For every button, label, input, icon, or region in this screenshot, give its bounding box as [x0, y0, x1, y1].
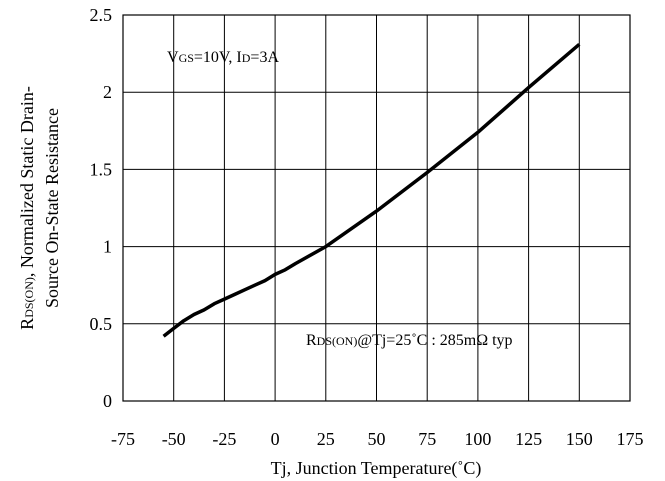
x-axis-label: Tj, Junction Temperature(˚C) — [271, 458, 482, 479]
series-line — [162, 42, 581, 338]
y-axis-label-r: R — [17, 318, 37, 330]
x-tick-label: 175 — [617, 429, 644, 449]
y-tick-label: 0 — [103, 391, 112, 411]
x-tick-label: -50 — [162, 429, 186, 449]
y-axis-label-line1: RDS(ON), Normalized Static Drain- — [17, 86, 37, 330]
x-tick-label: -75 — [111, 429, 135, 449]
series-layer — [162, 42, 581, 338]
y-axis-label-rest: , Normalized Static Drain- — [17, 86, 37, 277]
annotation-text: R — [306, 332, 317, 349]
y-tick-label: 1.5 — [90, 159, 113, 179]
annotation-text: =3A — [250, 49, 279, 66]
x-tick-label: -25 — [212, 429, 236, 449]
y-tick-labels: 0 0.5 1 1.5 2 2.5 — [90, 5, 113, 411]
x-tick-label: 75 — [418, 429, 436, 449]
y-tick-label: 1 — [103, 237, 112, 257]
annotation-text: @Tj=25˚C : 285mΩ typ — [357, 332, 512, 349]
x-tick-labels: -75 -50 -25 0 25 50 75 100 125 150 175 — [111, 429, 644, 449]
y-tick-label: 0.5 — [90, 314, 113, 334]
plot-frame — [122, 14, 631, 402]
annotation-rdson: RDS(ON)@Tj=25˚C : 285mΩ typ — [306, 332, 513, 349]
y-tick-label: 2 — [103, 82, 112, 102]
x-tick-label: 25 — [317, 429, 335, 449]
annotation-subscript: D — [242, 51, 251, 65]
x-tick-label: 150 — [566, 429, 593, 449]
x-tick-label: 100 — [464, 429, 491, 449]
y-axis-label-subscript: DS(ON) — [22, 277, 36, 318]
y-axis-label-line2: Source On-State Resistance — [42, 108, 62, 308]
annotation-text: V — [167, 49, 179, 66]
x-tick-label: 0 — [271, 429, 280, 449]
y-tick-label: 2.5 — [90, 5, 113, 25]
annotation-text: =10V, I — [194, 49, 242, 66]
x-tick-label: 125 — [515, 429, 542, 449]
x-tick-label: 50 — [368, 429, 386, 449]
annotation-conditions: VGS=10V, ID=3A — [167, 49, 279, 66]
annotation-subscript: GS — [179, 51, 194, 65]
annotation-subscript: DS(ON) — [317, 334, 358, 348]
